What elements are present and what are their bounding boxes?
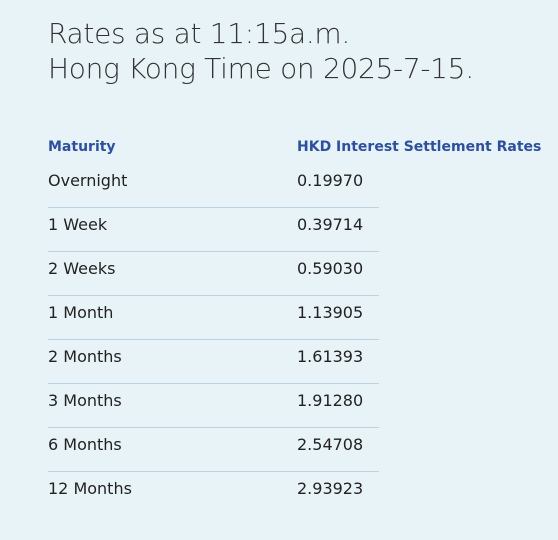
maturity: 12 Months bbox=[48, 479, 132, 498]
rate: 1.61393 bbox=[297, 347, 364, 366]
table-row: 12 Months 2.93923 bbox=[48, 471, 379, 515]
rate: 1.13905 bbox=[297, 303, 364, 322]
maturity: 6 Months bbox=[48, 435, 122, 454]
table-row: 3 Months 1.91280 bbox=[48, 383, 379, 428]
column-header: HKD Interest Settlement Rates bbox=[297, 139, 542, 155]
maturity: Overnight bbox=[48, 171, 128, 190]
rate: 2.54708 bbox=[297, 435, 364, 454]
maturity: 1 Week bbox=[48, 215, 108, 234]
maturity: 3 Months bbox=[48, 391, 122, 410]
title-line: Hong Kong Time on 2025-7-15. bbox=[48, 52, 474, 85]
table-row: 2 Weeks 0.59030 bbox=[48, 251, 379, 296]
title: Rates as at 11:15a.m. Hong Kong Time on … bbox=[48, 16, 474, 86]
table-row: 2 Months 1.61393 bbox=[48, 339, 379, 384]
rate: 2.93923 bbox=[297, 479, 364, 498]
maturity: 2 Weeks bbox=[48, 259, 116, 278]
table-row: 1 Month 1.13905 bbox=[48, 295, 379, 340]
rate: 0.19970 bbox=[297, 171, 364, 190]
table-row: 1 Week 0.39714 bbox=[48, 207, 379, 252]
rate: 0.59030 bbox=[297, 259, 364, 278]
table-row: 6 Months 2.54708 bbox=[48, 427, 379, 472]
rate: 1.91280 bbox=[297, 391, 364, 410]
maturity: 2 Months bbox=[48, 347, 122, 366]
title-line: Rates as at 11:15a.m. bbox=[48, 17, 351, 50]
rate: 0.39714 bbox=[297, 215, 364, 234]
column-header: Maturity bbox=[48, 139, 116, 155]
maturity: 1 Month bbox=[48, 303, 114, 322]
table-row: Overnight 0.19970 bbox=[48, 163, 379, 208]
